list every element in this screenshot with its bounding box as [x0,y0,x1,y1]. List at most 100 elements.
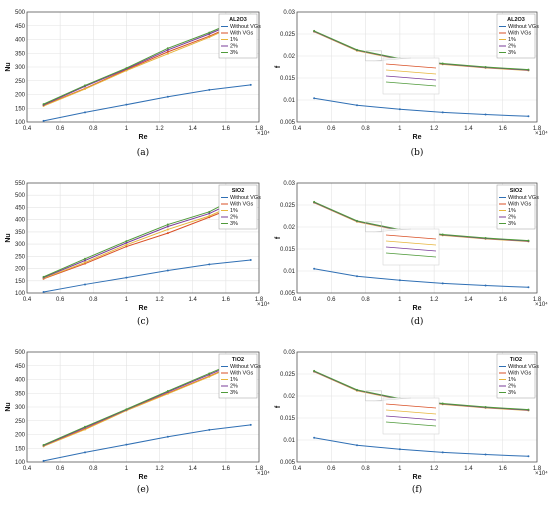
y-tick-label: 0.01 [283,438,295,444]
panel-caption: (e) [137,484,149,495]
legend-label: 2% [230,44,238,50]
x-multiplier: ×10⁴ [535,301,548,308]
y-tick-label: 0.01 [283,98,295,104]
data-point [125,245,128,248]
data-point [356,275,358,278]
plot-frame [26,182,260,294]
plot-frame [296,182,538,294]
series-line-3 [43,15,251,106]
x-tick-label: 1.8 [255,297,264,303]
x-tick-label: 1 [398,466,402,472]
data-point [42,459,45,462]
legend-label: Without VGs [508,195,539,201]
series-line-0 [314,97,529,117]
y-tick-label: 100 [15,291,26,297]
plot-frame [296,351,538,463]
data-point [166,48,169,51]
series-line-0 [43,259,251,293]
data-point [356,388,358,391]
series-line-2 [43,197,251,279]
x-tick-label: 0.8 [361,126,370,132]
data-point [208,210,211,213]
data-point [125,69,128,72]
legend-frame [218,184,258,230]
x-tick-label: 0.6 [327,126,336,132]
y-tick-label: 250 [15,419,26,425]
x-tick-label: 1 [125,297,129,303]
panel-caption: (d) [411,316,424,327]
y-tick-label: 0.03 [283,350,295,356]
data-point [313,436,316,439]
inset-line-0 [385,403,437,409]
tick-labels: 100 150 200 250 300 350 400 450 500 550 0.4 0.6 0.8 1… [15,181,264,303]
inset-connector [373,397,412,402]
legend-label: 1% [230,37,238,43]
data-point [441,402,444,405]
y-tick-label: 450 [15,24,26,30]
series-line-4 [43,14,251,105]
legend-label: 3% [508,221,516,227]
y-tick-label: 300 [15,65,26,71]
y-tick-label: 0.015 [280,76,296,82]
x-tick-label: 1.8 [255,126,264,132]
y-tick-label: 500 [15,10,26,16]
x-tick-label: 0.4 [293,466,302,472]
inset-line-3 [385,421,437,427]
y-axis-label: f [275,405,282,408]
series-line-1 [43,17,251,106]
x-tick-label: 1.6 [499,126,508,132]
data-point [208,263,211,266]
data-point [166,223,169,226]
x-tick-label: 1.6 [222,466,231,472]
x-axis-label: Re [413,474,422,481]
data-point [208,372,211,375]
data-point [166,392,169,395]
data-point [84,283,86,286]
y-axis-label: f [275,65,282,68]
inset-frame [382,57,440,95]
legend-label: With VGs [508,202,531,208]
plot-frame [26,351,260,463]
inset-line-2 [385,75,437,81]
legend-label: 2% [508,44,516,50]
chart-panel-f: 0.005 0.01 0.015 0.02 0.025 0.03 0.4 0.6 0.8 1 1.2… [275,350,548,495]
series-line-4 [43,189,251,278]
data-point [398,108,401,111]
legend-label: 3% [508,390,516,396]
legend-frame [218,13,258,59]
y-tick-label: 0.005 [280,460,296,466]
legend-label: Without VGs [230,195,261,201]
x-multiplier: ×10⁴ [257,470,270,477]
x-tick-label: 0.8 [89,297,98,303]
y-axis-label: f [275,236,282,239]
x-tick-label: 0.8 [89,126,98,132]
data-point [527,115,530,118]
data-point [166,52,169,55]
data-point [208,212,211,215]
x-tick-label: 1.8 [533,297,542,303]
y-tick-label: 0.025 [280,32,296,38]
data-point [313,29,316,32]
data-point [166,47,169,50]
chart-panel-e: 100 150 200 250 300 350 400 450 500 0.4 0.6 0.8 1 1.2… [5,350,270,495]
data-point [166,390,169,393]
data-point [84,84,86,87]
data-point [313,97,316,100]
x-tick-label: 0.6 [56,466,65,472]
data-point [208,36,211,39]
inset-frame [382,397,440,435]
legend-label: With VGs [230,31,253,37]
y-tick-label: 350 [15,230,26,236]
x-tick-label: 0.4 [23,297,32,303]
data-point [441,233,444,236]
data-point [125,276,128,279]
plot-frame [26,11,260,123]
y-tick-label: 0.02 [283,225,295,231]
data-point [84,111,86,114]
x-tick-label: 1.4 [189,126,198,132]
y-tick-label: 450 [15,364,26,370]
x-tick-label: 1.4 [464,297,473,303]
